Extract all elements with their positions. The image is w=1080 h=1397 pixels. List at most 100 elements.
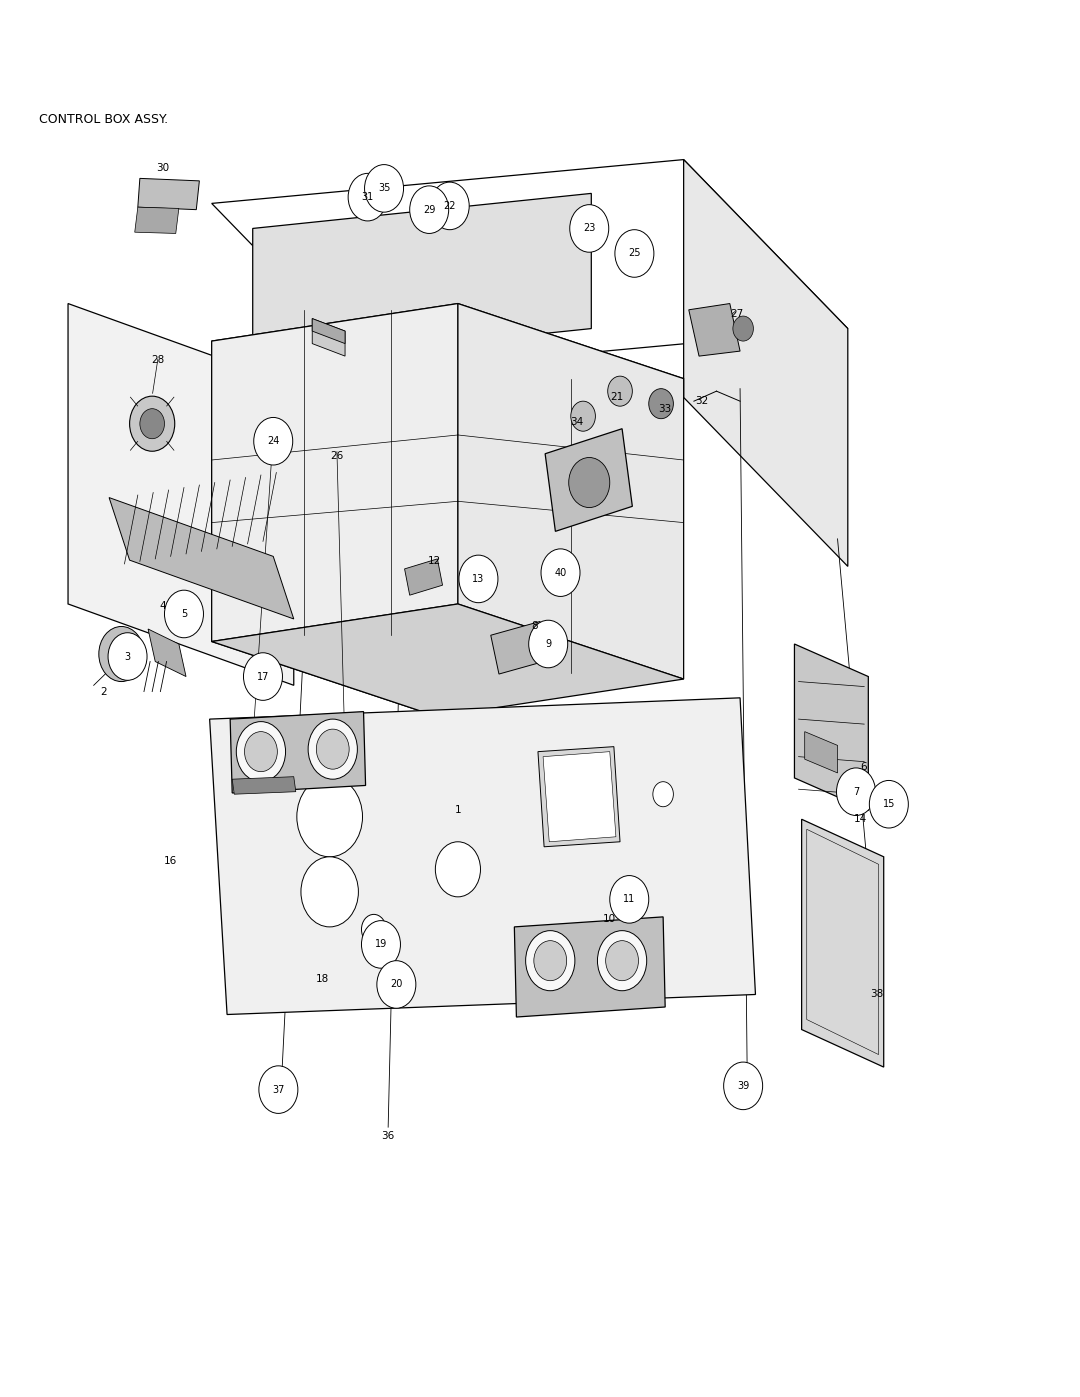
Text: 24: 24 (267, 436, 280, 446)
Circle shape (570, 204, 609, 253)
Polygon shape (684, 159, 848, 566)
Circle shape (733, 316, 754, 341)
Text: 3: 3 (124, 651, 131, 662)
Polygon shape (210, 698, 755, 1014)
Text: 27: 27 (730, 309, 744, 319)
Polygon shape (253, 193, 592, 363)
Text: CONTROL BOX ASSY.: CONTROL BOX ASSY. (39, 113, 168, 126)
Circle shape (108, 633, 147, 680)
Circle shape (316, 729, 349, 770)
Circle shape (244, 732, 278, 771)
Text: 33: 33 (659, 404, 672, 414)
Polygon shape (689, 303, 740, 356)
Text: 7: 7 (853, 787, 859, 796)
Polygon shape (490, 622, 549, 673)
Polygon shape (514, 916, 665, 1017)
Text: 15: 15 (882, 799, 895, 809)
Text: 26: 26 (330, 451, 343, 461)
Circle shape (373, 172, 400, 204)
Polygon shape (135, 207, 179, 233)
Polygon shape (312, 319, 346, 344)
Polygon shape (212, 341, 437, 717)
Text: 17: 17 (257, 672, 269, 682)
Circle shape (418, 190, 445, 222)
Polygon shape (538, 746, 620, 847)
Polygon shape (232, 777, 296, 795)
Text: 31: 31 (362, 193, 374, 203)
Polygon shape (148, 629, 186, 676)
Polygon shape (109, 497, 294, 619)
Text: 5: 5 (180, 609, 187, 619)
Circle shape (610, 876, 649, 923)
Circle shape (570, 401, 595, 432)
Text: 1: 1 (455, 806, 461, 816)
Circle shape (237, 722, 285, 782)
Circle shape (377, 961, 416, 1009)
Circle shape (534, 940, 567, 981)
Text: 23: 23 (583, 224, 595, 233)
Circle shape (365, 165, 404, 212)
Circle shape (462, 556, 495, 597)
Text: 9: 9 (545, 638, 551, 650)
Polygon shape (795, 644, 868, 810)
Circle shape (164, 590, 203, 638)
Circle shape (459, 555, 498, 602)
Circle shape (597, 930, 647, 990)
Circle shape (541, 549, 580, 597)
Circle shape (348, 173, 387, 221)
Circle shape (652, 782, 674, 806)
Polygon shape (458, 303, 684, 679)
Text: 39: 39 (737, 1081, 750, 1091)
Text: 8: 8 (531, 622, 538, 631)
Text: 19: 19 (375, 939, 387, 950)
Text: 32: 32 (696, 397, 708, 407)
Text: 38: 38 (869, 989, 883, 999)
Polygon shape (805, 732, 838, 773)
Circle shape (526, 930, 575, 990)
Text: 30: 30 (156, 163, 168, 173)
Text: PAGE 70 — DCA-60SSI2 — PARTS AND OPERATION  MANUAL — REV. #3  (09/15/01): PAGE 70 — DCA-60SSI2 — PARTS AND OPERATI… (220, 1359, 860, 1373)
Polygon shape (212, 303, 458, 641)
Circle shape (109, 638, 134, 669)
Polygon shape (138, 179, 200, 210)
Text: 2: 2 (100, 686, 107, 697)
Circle shape (529, 620, 568, 668)
Text: 22: 22 (444, 201, 456, 211)
Circle shape (357, 180, 384, 214)
Text: 18: 18 (315, 975, 329, 985)
Circle shape (409, 186, 448, 233)
Polygon shape (230, 711, 365, 793)
Circle shape (308, 719, 357, 780)
Text: DCA-60SSI2 --- CONTROL BOX ASSY.: DCA-60SSI2 --- CONTROL BOX ASSY. (519, 24, 1036, 49)
Polygon shape (68, 303, 294, 686)
Circle shape (297, 777, 363, 856)
Circle shape (608, 376, 632, 407)
Polygon shape (801, 819, 883, 1067)
Polygon shape (312, 319, 346, 356)
Text: 40: 40 (554, 567, 567, 577)
Text: 36: 36 (381, 1132, 395, 1141)
Text: 6: 6 (860, 761, 866, 771)
Circle shape (837, 768, 876, 816)
Circle shape (301, 856, 359, 926)
Text: 14: 14 (853, 814, 867, 824)
Text: 28: 28 (151, 355, 165, 365)
Text: 20: 20 (390, 979, 403, 989)
Text: 34: 34 (570, 418, 583, 427)
Polygon shape (543, 752, 616, 842)
Circle shape (362, 921, 401, 968)
Circle shape (435, 842, 481, 897)
Polygon shape (545, 429, 632, 531)
Text: 37: 37 (272, 1084, 284, 1095)
Text: 25: 25 (629, 249, 640, 258)
Polygon shape (212, 303, 684, 416)
Circle shape (99, 626, 144, 682)
Text: 11: 11 (623, 894, 635, 904)
Text: 10: 10 (604, 915, 617, 925)
Text: 35: 35 (378, 183, 390, 193)
Polygon shape (212, 604, 684, 717)
Text: 16: 16 (164, 855, 177, 866)
Circle shape (130, 397, 175, 451)
Circle shape (254, 418, 293, 465)
Circle shape (869, 781, 908, 828)
